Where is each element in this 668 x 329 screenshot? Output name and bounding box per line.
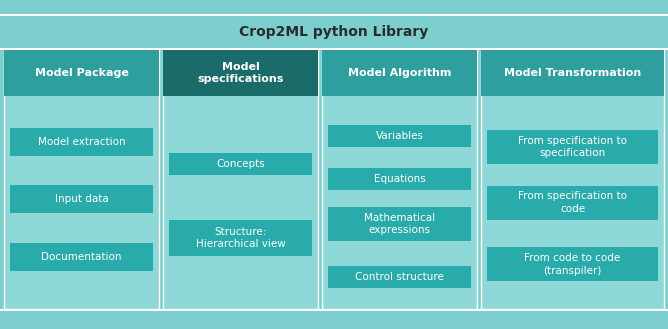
- Text: Structure:
Hierarchical view: Structure: Hierarchical view: [196, 227, 285, 249]
- Bar: [163, 50, 318, 96]
- Bar: [169, 153, 312, 175]
- Text: Documentation: Documentation: [41, 252, 122, 262]
- Bar: [10, 243, 153, 271]
- Bar: [328, 266, 471, 288]
- Bar: [4, 50, 159, 309]
- Bar: [487, 186, 658, 219]
- Text: From specification to
code: From specification to code: [518, 191, 627, 214]
- Bar: [10, 185, 153, 213]
- Text: From specification to
specification: From specification to specification: [518, 136, 627, 158]
- Bar: [10, 128, 153, 156]
- Text: Model Package: Model Package: [35, 68, 128, 78]
- Bar: [4, 50, 159, 96]
- Text: Control structure: Control structure: [355, 272, 444, 282]
- Bar: [322, 50, 477, 96]
- Text: Variables: Variables: [375, 131, 424, 141]
- Text: Model
specifications: Model specifications: [197, 62, 284, 84]
- Text: Model extraction: Model extraction: [37, 137, 126, 147]
- Bar: [163, 50, 318, 309]
- Text: From code to code
(transpiler): From code to code (transpiler): [524, 253, 621, 275]
- Bar: [481, 50, 664, 96]
- Text: Equations: Equations: [373, 174, 426, 184]
- Text: Model Algorithm: Model Algorithm: [348, 68, 451, 78]
- Bar: [328, 125, 471, 147]
- Bar: [0, 16, 668, 48]
- Bar: [328, 207, 471, 241]
- Text: Input data: Input data: [55, 194, 108, 204]
- Text: Concepts: Concepts: [216, 159, 265, 169]
- Bar: [0, 48, 668, 50]
- Bar: [322, 50, 477, 309]
- Text: Crop2ML python Library: Crop2ML python Library: [239, 25, 429, 39]
- Text: Mathematical
expressions: Mathematical expressions: [364, 213, 435, 235]
- Bar: [169, 220, 312, 256]
- Bar: [487, 130, 658, 164]
- Bar: [487, 247, 658, 281]
- Bar: [0, 311, 668, 329]
- Text: Model Transformation: Model Transformation: [504, 68, 641, 78]
- FancyArrow shape: [0, 0, 666, 18]
- Bar: [481, 50, 664, 309]
- Bar: [328, 168, 471, 190]
- Bar: [0, 309, 668, 311]
- Bar: [0, 14, 668, 16]
- Bar: [0, 0, 652, 14]
